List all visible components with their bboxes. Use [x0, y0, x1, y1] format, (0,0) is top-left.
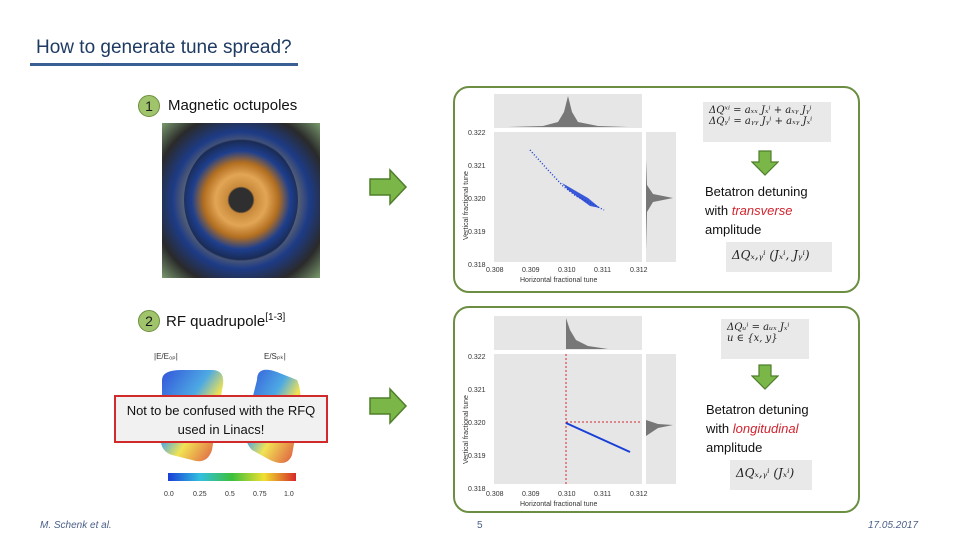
- x-tick: 0.308: [486, 491, 504, 498]
- section-2-number-badge: 2: [138, 310, 160, 332]
- detuning-line-3: amplitude: [706, 440, 763, 455]
- formula-line: ΔQᵧⁱ = aᵧᵧ Jᵧⁱ + aₓᵧ Jₓⁱ: [709, 116, 813, 127]
- detuning-with: with: [705, 203, 732, 218]
- right-histogram: [646, 420, 673, 436]
- transverse-detuning-dependence: ΔQₓ,ᵧⁱ (Jₓⁱ, Jᵧⁱ): [726, 242, 832, 272]
- transverse-detuning-text: Betatron detuning with transverse amplit…: [705, 182, 808, 239]
- longitudinal-detuning-dependence: ΔQₓ,ᵧⁱ (Jₓⁱ): [730, 460, 812, 490]
- octupole-magnet-photo: [162, 123, 320, 278]
- footer-page-number: 5: [477, 520, 483, 531]
- x-tick: 0.309: [522, 491, 540, 498]
- scatter-transverse: [529, 149, 605, 211]
- x-axis-label: Horizontal fractional tune: [520, 501, 598, 508]
- section-2-reference: [1-3]: [265, 312, 286, 323]
- x-tick: 0.312: [630, 267, 648, 274]
- formula-line: ΔQˣⁱ = aₓₓ Jₓⁱ + aₓᵧ Jᵧⁱ: [709, 105, 812, 116]
- y-tick: 0.319: [468, 453, 486, 460]
- plot-area: [494, 354, 642, 484]
- top-histogram: [508, 96, 628, 127]
- detuning-kind-transverse: transverse: [731, 203, 793, 218]
- y-axis-label: Vertical fractional tune: [463, 395, 470, 464]
- footer-date: 17.05.2017: [868, 520, 919, 531]
- detuning-with: with: [706, 421, 733, 436]
- y-tick: 0.320: [468, 420, 486, 427]
- colorbar: [168, 473, 296, 481]
- section-1-number-badge: 1: [138, 95, 160, 117]
- x-tick: 0.309: [522, 267, 540, 274]
- y-axis-label: Vertical fractional tune: [463, 171, 470, 240]
- slide-title: How to generate tune spread?: [36, 37, 292, 58]
- x-tick: 0.312: [630, 491, 648, 498]
- detuning-line-3: amplitude: [705, 222, 762, 237]
- down-arrow-icon: [751, 150, 779, 176]
- footer-author: M. Schenk et al.: [40, 520, 112, 531]
- colorbar-tick: 1.0: [284, 491, 294, 498]
- title-underline: [30, 63, 298, 66]
- tune-footprint-plot-transverse: 0.322 0.321 0.320 0.319 0.318 0.308 0.30…: [463, 94, 676, 284]
- x-tick: 0.310: [558, 267, 576, 274]
- x-tick: 0.308: [486, 267, 504, 274]
- right-arrow-icon: [369, 168, 408, 206]
- top-histogram: [566, 318, 608, 349]
- plot-area: [494, 132, 642, 262]
- detuning-line-2: with longitudinal: [706, 419, 809, 438]
- detuning-kind-longitudinal: longitudinal: [732, 421, 799, 436]
- rfq-label-left: |E/E₀ₚ|: [154, 352, 178, 361]
- y-tick: 0.319: [468, 229, 486, 236]
- detuning-line-2: with transverse: [705, 201, 808, 220]
- colorbar-tick: 0.0: [164, 491, 174, 498]
- detuning-line-1: Betatron detuning: [706, 402, 809, 417]
- colorbar-tick: 0.25: [193, 491, 207, 498]
- y-tick: 0.320: [468, 196, 486, 203]
- y-tick: 0.322: [468, 130, 486, 137]
- x-axis-label: Horizontal fractional tune: [520, 277, 598, 284]
- section-2-label-text: RF quadrupole: [166, 313, 266, 330]
- formula-line: u ∈ {x, y}: [727, 333, 778, 344]
- right-histogram-bg: [646, 354, 676, 484]
- longitudinal-detuning-formula: ΔQᵤⁱ = aᵤₓ Jₓⁱ u ∈ {x, y}: [721, 319, 809, 359]
- transverse-detuning-formula: ΔQˣⁱ = aₓₓ Jₓⁱ + aₓᵧ Jᵧⁱ ΔQᵧⁱ = aᵧᵧ Jᵧⁱ …: [703, 102, 831, 142]
- y-tick: 0.321: [468, 163, 486, 170]
- formula-line: ΔQᵤⁱ = aᵤₓ Jₓⁱ: [727, 322, 790, 333]
- tune-footprint-plot-longitudinal: 0.322 0.321 0.320 0.319 0.318 0.308 0.30…: [463, 316, 676, 508]
- y-tick: 0.322: [468, 354, 486, 361]
- y-tick: 0.318: [468, 262, 486, 269]
- rfq-label-right: E/Sₚₖ|: [264, 352, 286, 361]
- section-1-label: Magnetic octupoles: [168, 97, 298, 114]
- x-tick: 0.310: [558, 491, 576, 498]
- scatter-longitudinal: [565, 422, 631, 453]
- detuning-line-1: Betatron detuning: [705, 184, 808, 199]
- colorbar-tick: 0.5: [225, 491, 235, 498]
- x-tick: 0.311: [594, 267, 611, 274]
- rfq-callout: Not to be confused with the RFQ used in …: [114, 395, 328, 443]
- x-tick: 0.311: [594, 491, 611, 498]
- y-tick: 0.321: [468, 387, 486, 394]
- section-2-label: RF quadrupole[1-3]: [166, 312, 285, 330]
- longitudinal-detuning-text: Betatron detuning with longitudinal ampl…: [706, 400, 809, 457]
- down-arrow-icon: [751, 364, 779, 390]
- colorbar-tick: 0.75: [253, 491, 267, 498]
- right-arrow-icon: [369, 387, 408, 425]
- y-tick: 0.318: [468, 486, 486, 493]
